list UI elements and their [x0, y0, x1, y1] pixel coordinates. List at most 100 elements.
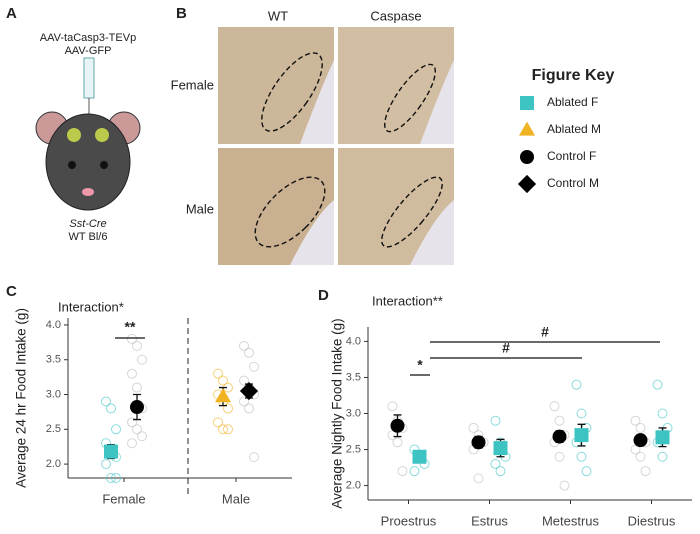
- data-point: [409, 466, 420, 477]
- panel-label: C: [6, 283, 17, 300]
- data-point: [239, 375, 249, 386]
- data-point: [111, 473, 121, 483]
- data-point: [657, 408, 668, 419]
- virus-label: AAV-taCasp3-TEVp: [40, 32, 136, 44]
- syringe: [83, 57, 95, 99]
- data-point: [571, 379, 582, 390]
- panel-label: A: [6, 5, 17, 22]
- key-label: Ablated M: [547, 122, 601, 136]
- eye: [100, 161, 108, 169]
- data-point: [576, 408, 587, 419]
- mean-marker: [130, 400, 144, 415]
- key-marker: [520, 96, 534, 110]
- panel-label: D: [318, 287, 329, 304]
- ventricle: [410, 200, 454, 265]
- y-tick-label: 2.5: [46, 423, 61, 435]
- column-label: Caspase: [370, 8, 421, 23]
- data-point: [244, 347, 254, 358]
- data-point: [635, 451, 646, 462]
- genotype-label: WT Bl/6: [69, 231, 108, 243]
- y-tick-label: 3.0: [46, 388, 61, 400]
- data-point: [490, 458, 501, 469]
- data-point: [468, 422, 479, 433]
- ventricle: [300, 60, 334, 144]
- significance-label: *: [417, 357, 423, 373]
- data-point: [249, 361, 259, 372]
- data-point: [213, 417, 223, 428]
- injection-site: [67, 128, 81, 142]
- data-point: [392, 437, 403, 448]
- data-point: [106, 473, 116, 483]
- y-tick-label: 4.0: [346, 335, 361, 347]
- figure-key: Ablated F Ablated M Control F Control M: [517, 95, 601, 194]
- data-point: [127, 333, 137, 344]
- key-marker: [520, 150, 534, 164]
- y-tick-label: 3.0: [346, 407, 361, 419]
- key-label: Control M: [547, 176, 599, 190]
- significance-label: **: [125, 319, 136, 335]
- mean-marker: [574, 428, 589, 443]
- data-point: [132, 340, 142, 351]
- data-point: [137, 354, 147, 365]
- nose: [82, 188, 94, 196]
- x-tick-label: Male: [222, 491, 250, 506]
- x-tick-label: Diestrus: [628, 513, 676, 528]
- data-point: [554, 415, 565, 426]
- x-tick-label: Estrus: [471, 513, 508, 528]
- data-point: [630, 415, 641, 426]
- annotation: Interaction**: [372, 293, 443, 308]
- mean-marker: [471, 435, 486, 450]
- significance-label: #: [502, 340, 510, 356]
- data-point: [101, 396, 111, 407]
- annotation: Interaction*: [58, 299, 124, 314]
- mean-marker: [552, 429, 567, 444]
- data-point: [490, 415, 501, 426]
- data-point: [106, 403, 116, 414]
- data-point: [473, 473, 484, 484]
- key-marker: [518, 121, 536, 136]
- data-point: [244, 403, 254, 414]
- y-axis-label: Average 24 hr Food Intake (g): [14, 308, 29, 488]
- data-point: [549, 401, 560, 412]
- data-point: [223, 403, 233, 414]
- data-point: [213, 368, 223, 379]
- y-tick-label: 2.0: [346, 479, 361, 491]
- row-label: Male: [186, 201, 214, 216]
- y-tick-label: 4.0: [46, 319, 61, 331]
- data-point: [223, 424, 233, 435]
- data-point: [635, 422, 646, 433]
- injection-site: [95, 128, 109, 142]
- key-marker: [517, 174, 537, 194]
- data-point: [640, 466, 651, 477]
- data-point: [559, 480, 570, 491]
- data-point: [218, 375, 228, 386]
- data-point: [132, 424, 142, 435]
- roi: [261, 52, 323, 132]
- mean-marker: [390, 418, 405, 433]
- ventricle: [420, 60, 454, 144]
- virus-label: AAV-GFP: [65, 45, 112, 57]
- roi: [381, 176, 443, 248]
- eye: [68, 161, 76, 169]
- data-point: [576, 451, 587, 462]
- roi: [384, 63, 436, 133]
- data-point: [581, 466, 592, 477]
- data-point: [495, 466, 506, 477]
- data-point: [218, 424, 228, 435]
- x-tick-label: Proestrus: [381, 513, 437, 528]
- column-label: WT: [268, 8, 288, 23]
- data-point: [137, 431, 147, 442]
- histology-images: [218, 27, 454, 265]
- data-point: [132, 382, 142, 393]
- data-point: [127, 368, 137, 379]
- roi: [254, 176, 326, 248]
- key-title: Figure Key: [532, 67, 615, 84]
- genotype-label: Sst-Cre: [69, 218, 106, 230]
- data-point: [657, 451, 668, 462]
- data-point: [127, 417, 137, 428]
- x-tick-label: Female: [102, 491, 145, 506]
- y-axis-label: Average Nightly Food Intake (g): [330, 318, 345, 508]
- data-point: [249, 452, 259, 463]
- data-point: [127, 438, 137, 449]
